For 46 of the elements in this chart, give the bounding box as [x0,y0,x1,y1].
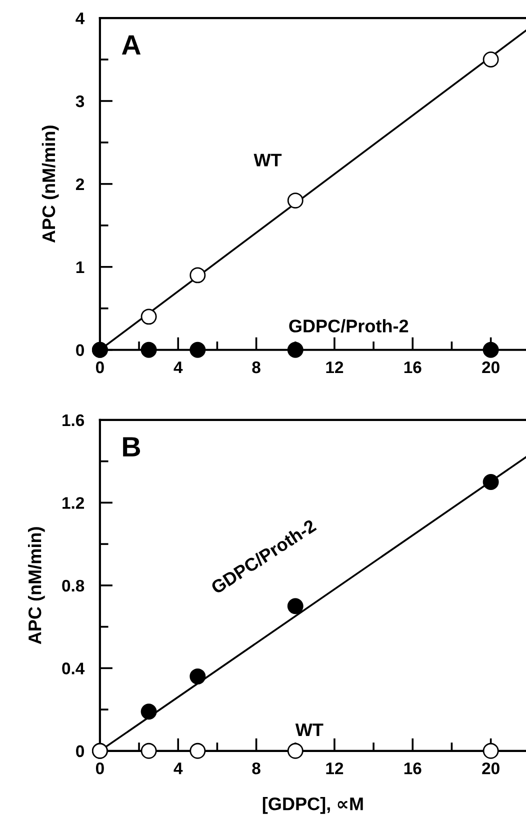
x-tick-label: 8 [252,361,260,374]
point [287,598,304,614]
series-label: WT [295,724,324,736]
y-tick-label: 0.4 [62,662,85,674]
point [190,267,206,284]
y-tick-label: 2 [76,178,84,190]
point [287,342,304,358]
point [287,192,304,209]
x-tick-label: 12 [326,762,344,774]
point [482,742,499,759]
y-tick-label: 0 [76,745,84,758]
series-label: WT [254,154,282,166]
x-tick-label: 20 [482,762,500,774]
y-tick-label: 1.6 [62,414,84,426]
x-tick-label: 20 [482,361,500,374]
point [140,704,157,720]
y-axis-title: APC (nM/min) [28,527,45,644]
point [140,742,157,759]
x-tick-label: 4 [174,762,183,774]
point [482,52,499,68]
y-tick-label: 1.2 [62,497,84,509]
point [140,342,157,358]
point [190,342,206,358]
x-tick-label: 16 [404,762,422,774]
point [140,308,157,325]
y-tick-label: 4 [76,12,85,24]
y-tick-label: 0 [76,344,84,356]
y-tick-label: 0.8 [62,580,84,592]
x-tick-label: 4 [174,362,183,374]
x-tick-label: 8 [252,762,260,774]
annotation: A [122,35,141,55]
x-tick-label: 16 [404,361,422,374]
point [190,668,206,684]
x-tick-label: 0 [96,361,104,374]
y-tick-label: 3 [76,95,84,108]
point [482,342,499,358]
y-tick-label: 1 [76,261,84,273]
x-tick-label: 12 [326,361,344,374]
series-label: GDPC/Proth-2 [289,319,408,333]
point [482,474,499,490]
point [190,742,206,759]
x-axis-title: [GDPC], ∝M [262,796,363,814]
point [287,742,304,759]
x-tick-label: 0 [96,762,104,774]
y-axis-title: APC (nM/min) [42,126,59,243]
annotation: B [123,437,140,456]
